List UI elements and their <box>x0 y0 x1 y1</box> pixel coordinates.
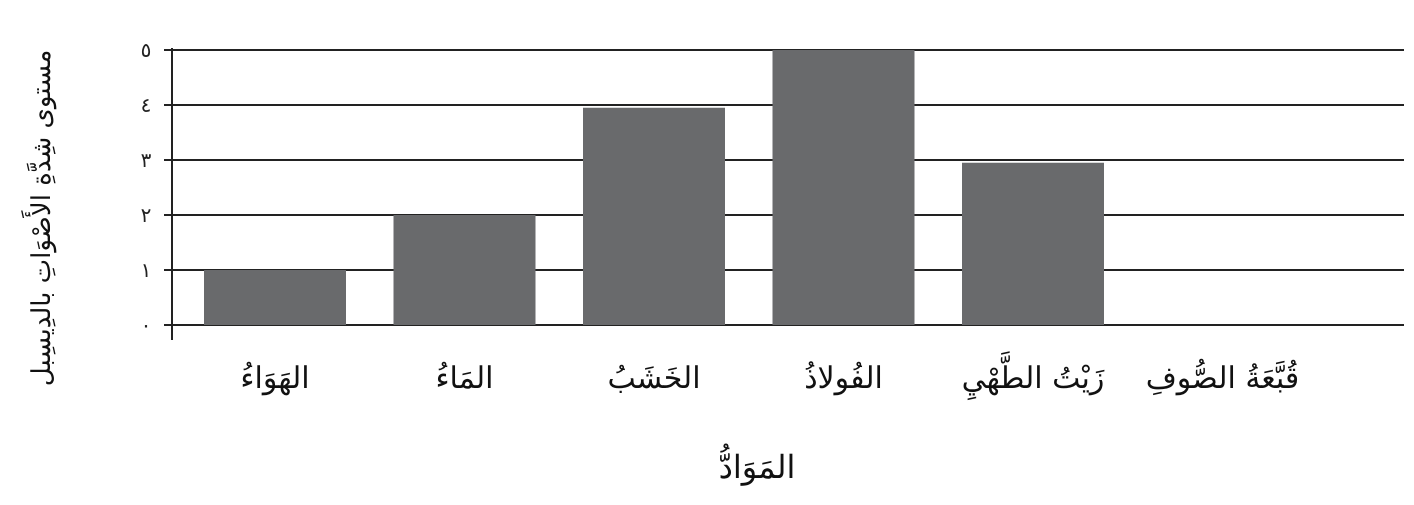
category-label: زَيْتُ الطَّهْيِ <box>962 350 1105 401</box>
category-label: الخَشَبُ <box>607 361 700 396</box>
bar <box>583 107 725 325</box>
y-tick-label: ٥ <box>141 38 152 62</box>
y-axis-label: مستوى شِدَّةِ الأَصْوَاتِ بالدِيسِبل <box>21 50 57 387</box>
y-tick-labels: ٠ ١ ٢ ٣ ٤ ٥ <box>141 38 152 337</box>
bar <box>393 215 536 325</box>
category-label: المَاءُ <box>435 361 493 396</box>
x-axis-label: المَوَادُّ <box>719 444 796 486</box>
bar <box>962 162 1104 325</box>
category-label: الهَوَاءُ <box>240 361 309 396</box>
y-tick-label: ٢ <box>141 203 152 227</box>
y-tick-label: ٣ <box>141 148 152 172</box>
bar <box>772 50 915 325</box>
y-tick-label: ٤ <box>141 93 152 117</box>
x-tick-labels: الهَوَاءُ المَاءُ الخَشَبُ الفُولاذُ زَيْتُ … <box>240 350 1299 401</box>
category-label: الفُولاذُ <box>804 360 883 396</box>
category-label: قُبَّعَةُ الصُّوفِ <box>1146 358 1300 396</box>
bars <box>204 50 1104 325</box>
y-tick-label: ٠ <box>141 313 152 337</box>
y-tick-label: ١ <box>141 258 152 282</box>
bar <box>204 270 346 325</box>
